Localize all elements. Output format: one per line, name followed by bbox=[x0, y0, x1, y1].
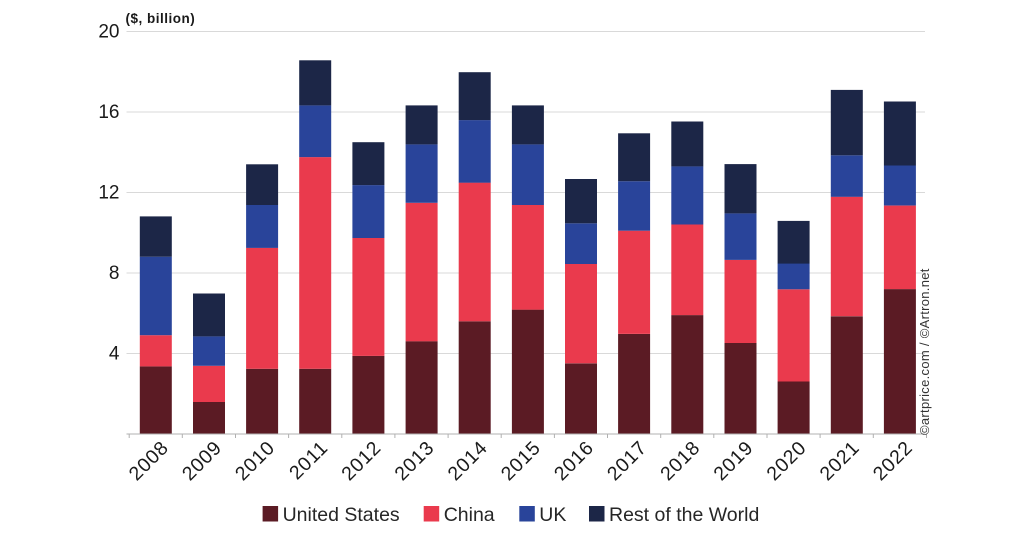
svg-text:©artprice.com / ©Artron.net: ©artprice.com / ©Artron.net bbox=[917, 268, 932, 435]
svg-text:United States: United States bbox=[283, 504, 400, 526]
svg-text:Rest of the World: Rest of the World bbox=[609, 504, 759, 526]
svg-text:8: 8 bbox=[109, 263, 120, 284]
svg-text:16: 16 bbox=[98, 102, 119, 123]
svg-text:($, billion): ($, billion) bbox=[126, 11, 196, 26]
svg-text:China: China bbox=[444, 504, 495, 526]
svg-text:UK: UK bbox=[539, 504, 566, 526]
svg-text:20: 20 bbox=[98, 22, 119, 43]
svg-text:4: 4 bbox=[109, 344, 120, 365]
svg-text:12: 12 bbox=[98, 183, 119, 204]
